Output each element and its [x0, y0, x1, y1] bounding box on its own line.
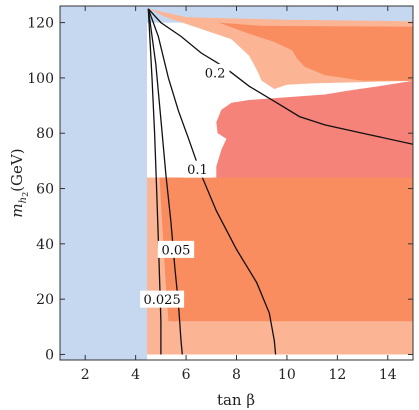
x-tick-label: 2 — [81, 367, 90, 383]
svg-text:mh2(GeV): mh2(GeV) — [8, 148, 30, 217]
y-axis-title-subsub: 2 — [21, 192, 30, 197]
x-tick-label: 12 — [328, 367, 346, 383]
x-tick-label: 14 — [379, 367, 397, 383]
y-tick-label: 60 — [36, 182, 54, 198]
x-axis-title: tan β — [217, 391, 255, 409]
contour-label-0.05: 0.05 — [162, 243, 191, 258]
y-axis-title-main: m — [8, 203, 26, 217]
x-tick-label: 10 — [278, 367, 296, 383]
y-tick-label: 40 — [36, 237, 54, 253]
contour-line-0.1 — [147, 8, 277, 355]
contour-label-box-0.1 — [183, 160, 212, 178]
contour-label-box-0.025 — [140, 290, 185, 308]
regions-layer — [60, 6, 413, 360]
y-axis-title-unit: (GeV) — [8, 148, 26, 191]
y-tick-label: 20 — [36, 292, 54, 308]
region-mid-orange-lower — [159, 177, 413, 322]
region-red-band — [216, 80, 413, 178]
contour-line-0.05 — [147, 8, 183, 355]
contour-line-0.2 — [147, 8, 413, 145]
y-tick-label: 80 — [36, 126, 54, 142]
y-axis-title-sub: h — [18, 197, 29, 203]
y-tick-label: 100 — [27, 71, 54, 87]
contours-layer — [147, 8, 413, 355]
contour-label-box-0.05 — [157, 240, 195, 258]
contour-label-0.025: 0.025 — [144, 293, 181, 308]
ticks-layer: 2 4 6 8 10 12 14 0 20 40 60 80 100 120 — [27, 6, 413, 383]
x-tick-label: 8 — [232, 367, 241, 383]
contour-line-0.025 — [147, 8, 162, 355]
y-tick-label: 120 — [27, 16, 54, 32]
contour-label-0.2: 0.2 — [205, 66, 226, 81]
contour-labels-layer: 0.2 0.1 0.05 0.025 — [140, 63, 230, 308]
contour-label-0.1: 0.1 — [187, 163, 208, 178]
y-tick-label: 0 — [45, 347, 54, 363]
x-tick-label: 6 — [182, 367, 191, 383]
y-axis-title: mh2(GeV) — [8, 148, 30, 217]
x-tick-label: 4 — [131, 367, 140, 383]
region-mid-orange-upper — [218, 22, 413, 81]
region-excluded-blue-lowtanb — [60, 6, 147, 360]
contour-label-box-0.2 — [200, 63, 230, 81]
